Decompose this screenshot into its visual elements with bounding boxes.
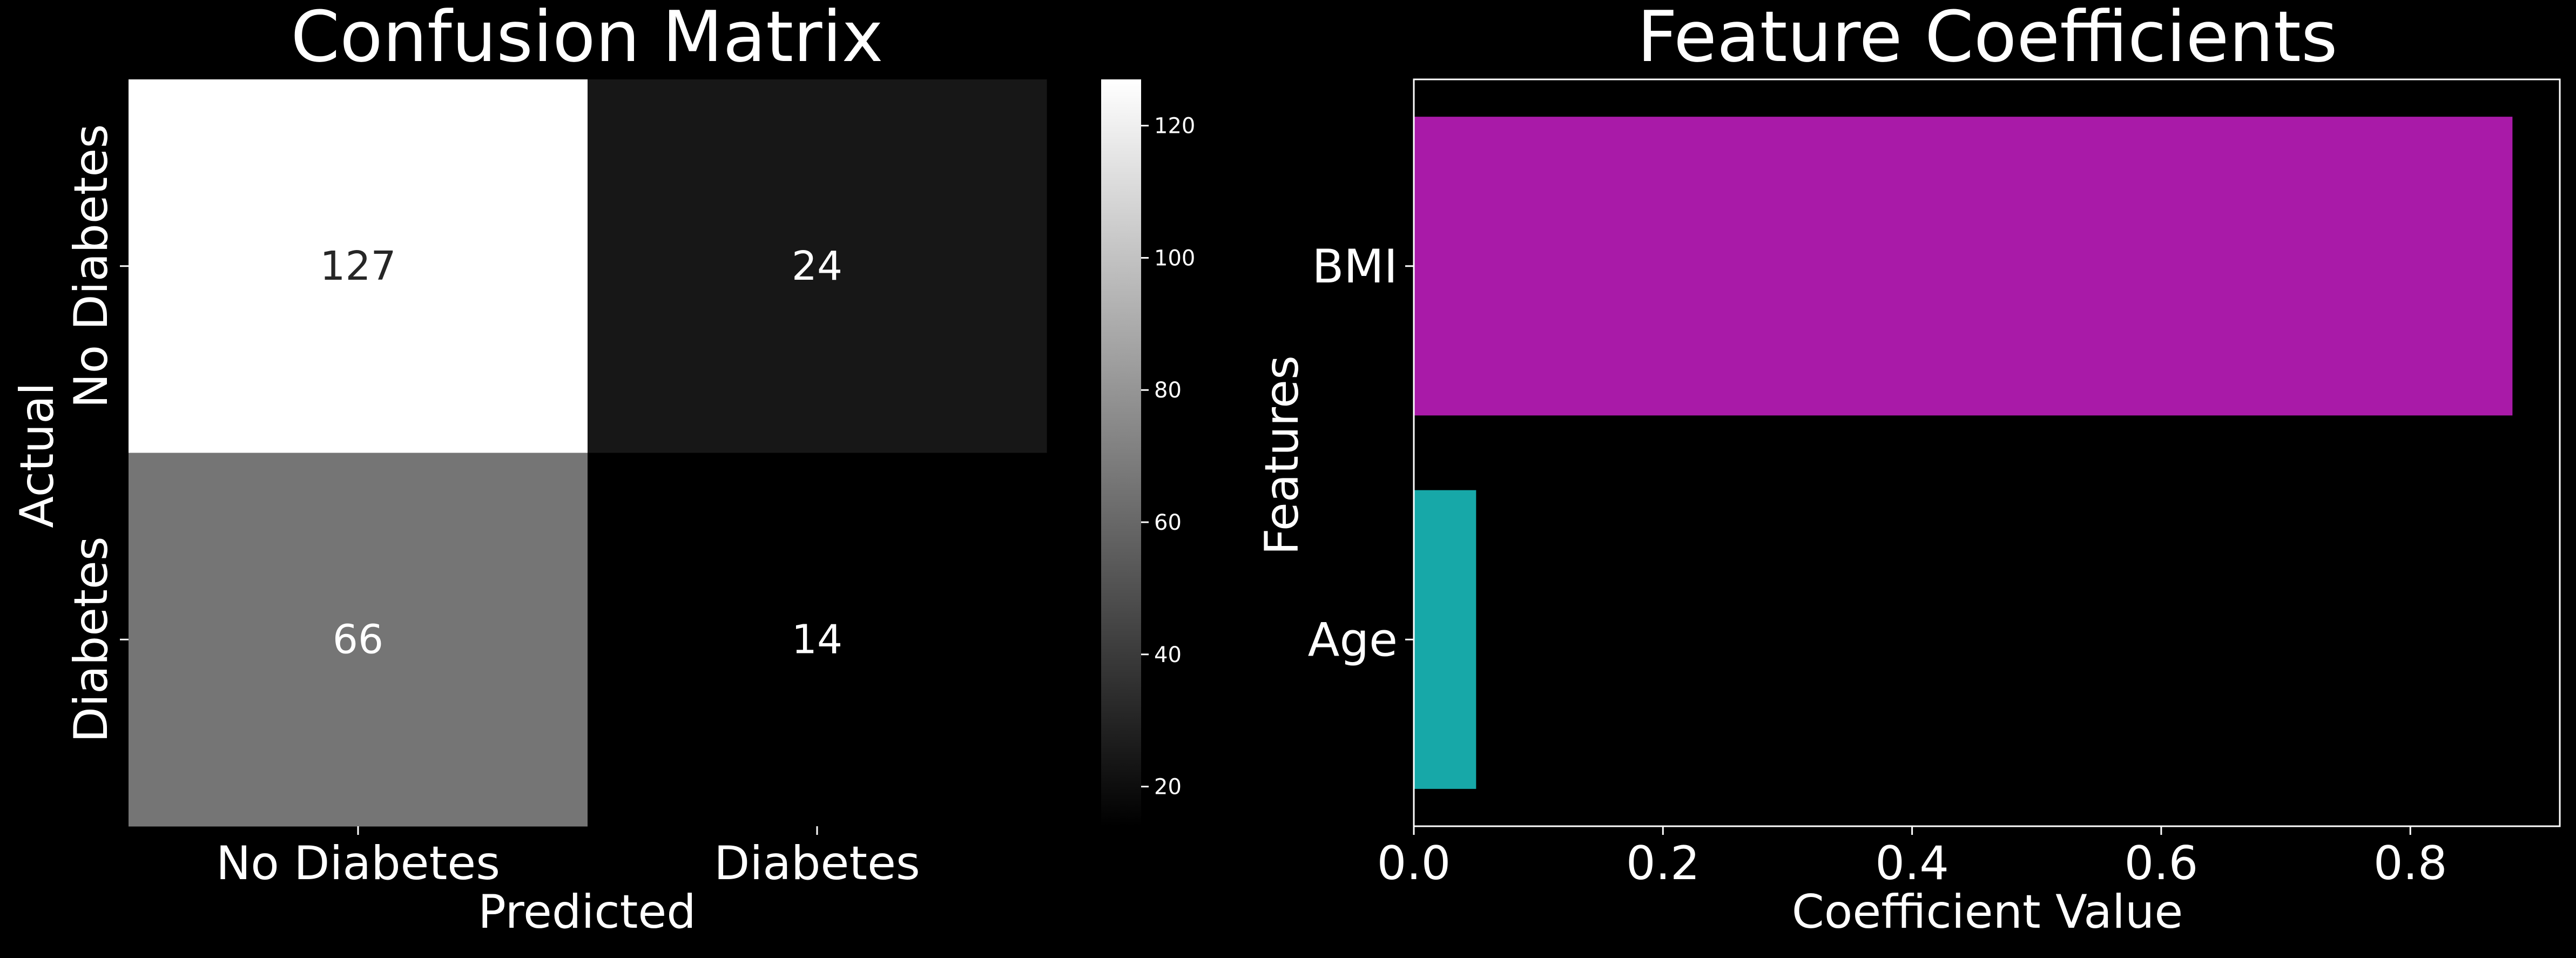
fc-y-tick-label-age: Age: [1308, 613, 1398, 667]
colorbar-tick-label-120: 120: [1154, 114, 1195, 139]
bar-bmi: [1414, 117, 2513, 416]
confusion-matrix-y-axis-label: Actual: [10, 382, 64, 528]
colorbar-tick-label-100: 100: [1154, 246, 1195, 271]
cm-y-tick-label-diabetes: Diabetes: [64, 536, 118, 743]
bar-age: [1414, 490, 1476, 789]
cm-y-tick-label-no-diabetes: No Diabetes: [64, 124, 118, 408]
feature-coefficients-bars: [1414, 117, 2513, 789]
cm-cell-0-0: [129, 79, 588, 453]
fc-x-tick-label-0-4: 0.4: [1875, 836, 1949, 890]
colorbar-gradient: [1101, 79, 1141, 826]
cm-x-tick-label-diabetes: Diabetes: [714, 836, 920, 890]
colorbar: 20 40 60 80 100 120: [1101, 79, 1195, 826]
feature-coefficients-x-ticks: 0.0 0.2 0.4 0.6 0.8: [1377, 826, 2447, 890]
colorbar-tick-label-40: 40: [1154, 643, 1182, 667]
colorbar-ticks: 20 40 60 80 100 120: [1141, 114, 1195, 800]
colorbar-tick-label-60: 60: [1154, 510, 1182, 535]
feature-coefficients-title: Feature Coefficients: [1637, 0, 2337, 78]
fc-y-tick-label-bmi: BMI: [1312, 240, 1398, 294]
confusion-matrix-title: Confusion Matrix: [291, 0, 883, 78]
cm-cell-0-1: [588, 79, 1047, 453]
fc-x-tick-label-0-6: 0.6: [2125, 836, 2199, 890]
cm-cell-1-1: [588, 453, 1047, 827]
confusion-matrix-y-ticks: No Diabetes Diabetes: [64, 124, 129, 743]
fc-x-tick-label-0-8: 0.8: [2373, 836, 2447, 890]
cm-cell-value-1-1: 14: [792, 616, 842, 663]
colorbar-tick-label-20: 20: [1154, 775, 1182, 800]
fc-x-tick-label-0-0: 0.0: [1377, 836, 1451, 890]
confusion-matrix-cells: 127 24 66 14: [129, 79, 1047, 827]
feature-coefficients-y-ticks: BMI Age: [1308, 240, 1414, 667]
cm-cell-1-0: [129, 453, 588, 827]
confusion-matrix-panel: Confusion Matrix 127 24 66 14 No Diabetes Di…: [10, 0, 1047, 939]
cm-cell-value-0-0: 127: [320, 243, 396, 289]
feature-coefficients-plot-frame: [1413, 78, 2561, 827]
confusion-matrix-x-ticks: No Diabetes Diabetes: [216, 826, 920, 890]
cm-cell-value-0-1: 24: [792, 243, 842, 289]
confusion-matrix-x-axis-label: Predicted: [478, 885, 696, 939]
feature-coefficients-panel: Feature Coefficients BMI Age 0.0 0.2 0.4 0.6…: [1255, 0, 2561, 939]
cm-cell-value-1-0: 66: [333, 616, 383, 663]
colorbar-tick-label-80: 80: [1154, 378, 1182, 403]
cm-x-tick-label-no-diabetes: No Diabetes: [216, 836, 500, 890]
fc-x-tick-label-0-2: 0.2: [1626, 836, 1700, 890]
feature-coefficients-y-axis-label: Features: [1255, 355, 1309, 555]
feature-coefficients-x-axis-label: Coefficient Value: [1792, 885, 2183, 939]
